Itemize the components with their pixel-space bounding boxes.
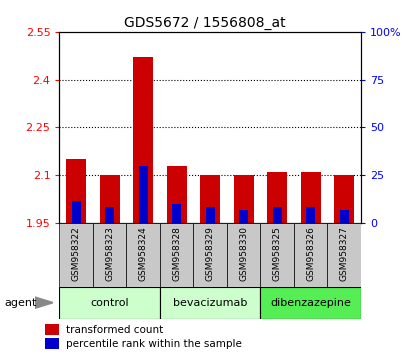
Polygon shape — [35, 297, 53, 308]
Text: GSM958329: GSM958329 — [205, 226, 214, 281]
Bar — [272, 207, 281, 223]
Text: GDS5672 / 1556808_at: GDS5672 / 1556808_at — [124, 16, 285, 30]
Bar — [59, 287, 160, 319]
Bar — [59, 223, 93, 287]
Bar — [45, 338, 59, 349]
Bar — [45, 324, 59, 335]
Text: GSM958330: GSM958330 — [238, 226, 247, 281]
Text: control: control — [90, 298, 129, 308]
Bar — [305, 207, 315, 223]
Bar — [172, 204, 181, 223]
Text: GSM958322: GSM958322 — [72, 226, 81, 281]
Text: percentile rank within the sample: percentile rank within the sample — [66, 339, 242, 349]
Text: GSM958325: GSM958325 — [272, 226, 281, 281]
Bar — [333, 175, 353, 223]
Bar — [105, 207, 114, 223]
Bar — [138, 166, 147, 223]
Text: GSM958326: GSM958326 — [306, 226, 314, 281]
Bar — [160, 223, 193, 287]
Bar — [326, 223, 360, 287]
Bar — [166, 166, 186, 223]
Bar — [205, 207, 214, 223]
Text: GSM958328: GSM958328 — [172, 226, 181, 281]
Bar — [93, 223, 126, 287]
Text: GSM958324: GSM958324 — [138, 226, 147, 281]
Bar — [266, 172, 286, 223]
Bar — [238, 210, 247, 223]
Bar — [300, 172, 320, 223]
Bar — [160, 287, 260, 319]
Text: GSM958327: GSM958327 — [339, 226, 348, 281]
Bar — [126, 223, 160, 287]
Text: transformed count: transformed count — [66, 325, 163, 335]
Text: agent: agent — [4, 298, 36, 308]
Bar — [233, 175, 253, 223]
Bar — [72, 201, 81, 223]
Bar — [193, 223, 226, 287]
Bar — [200, 175, 220, 223]
Bar — [66, 159, 86, 223]
Bar — [133, 57, 153, 223]
Text: GSM958323: GSM958323 — [105, 226, 114, 281]
Bar — [260, 223, 293, 287]
Bar — [226, 223, 260, 287]
Bar — [339, 210, 348, 223]
Bar — [260, 287, 360, 319]
Text: bevacizumab: bevacizumab — [173, 298, 247, 308]
Text: dibenzazepine: dibenzazepine — [270, 298, 350, 308]
Bar — [293, 223, 326, 287]
Bar — [99, 175, 119, 223]
